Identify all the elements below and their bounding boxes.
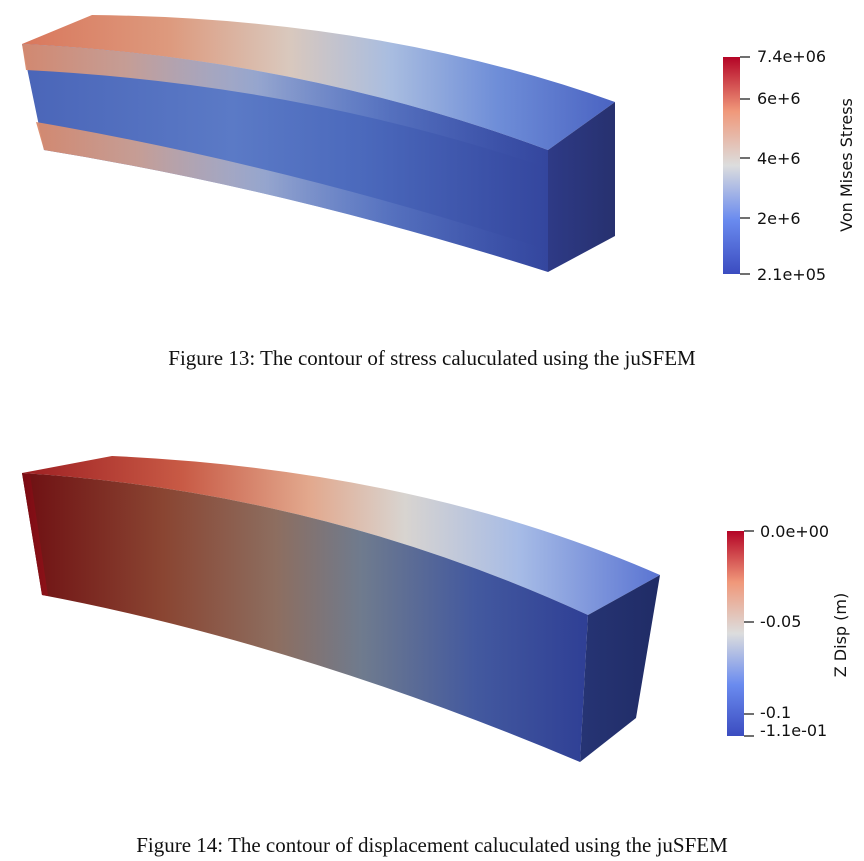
figure-14: 0.0e+00 -0.05 -0.1 -1.1e-01 Z Disp (m) F…	[0, 430, 864, 861]
beam-lower-stress-band	[36, 122, 548, 272]
colorbar-gradient	[727, 531, 744, 736]
displacement-contour-render: 0.0e+00 -0.05 -0.1 -1.1e-01 Z Disp (m)	[22, 456, 850, 762]
beam-top-face	[22, 456, 660, 615]
colorbar-title: Von Mises Stress	[837, 98, 856, 232]
colorbar-tick-label: -0.05	[760, 612, 801, 631]
beam-front-face	[22, 473, 588, 762]
colorbar-tick-label: 2.1e+05	[757, 265, 826, 284]
colorbar-tick-label: 6e+6	[757, 89, 801, 108]
figure-caption: Figure 14: The contour of displacement c…	[136, 833, 728, 857]
beam-upper-stress-band	[22, 44, 548, 168]
stress-colorbar: 7.4e+06 6e+6 4e+6 2e+6 2.1e+05 Von Mises…	[723, 47, 856, 284]
colorbar-tick-label: -0.1	[760, 703, 791, 722]
colorbar-tick-label: -1.1e-01	[760, 721, 827, 740]
colorbar-title: Z Disp (m)	[831, 593, 850, 677]
beam-left-edge	[22, 473, 48, 596]
figure-caption: Figure 13: The contour of stress calucul…	[168, 346, 696, 370]
stress-contour-render: 7.4e+06 6e+6 4e+6 2e+6 2.1e+05 Von Mises…	[22, 15, 856, 284]
colorbar-tick-label: 7.4e+06	[757, 47, 826, 66]
figure-13: 7.4e+06 6e+6 4e+6 2e+6 2.1e+05 Von Mises…	[0, 0, 864, 392]
colorbar-tick-label: 4e+6	[757, 149, 801, 168]
beam-top-face	[22, 15, 615, 150]
displacement-colorbar: 0.0e+00 -0.05 -0.1 -1.1e-01 Z Disp (m)	[727, 522, 850, 740]
colorbar-tick-label: 2e+6	[757, 209, 801, 228]
colorbar-gradient	[723, 57, 740, 274]
beam-end-face	[580, 575, 660, 762]
beam-end-face	[548, 102, 615, 272]
colorbar-tick-label: 0.0e+00	[760, 522, 829, 541]
